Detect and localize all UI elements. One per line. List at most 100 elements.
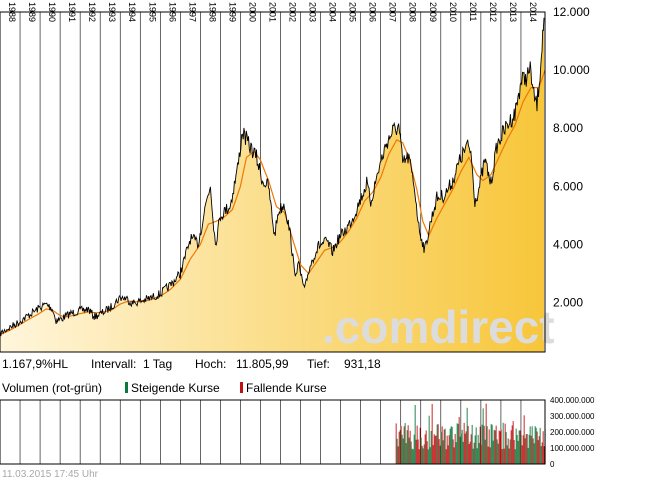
volume-bar (445, 449, 447, 464)
volume-bar (502, 422, 504, 464)
low-value: 931,18 (344, 357, 381, 371)
volume-bar (411, 448, 413, 464)
volume-bar (521, 445, 523, 464)
volume-y-tick-label: 0 (550, 460, 555, 468)
volume-bars (395, 403, 546, 464)
volume-bar (426, 441, 428, 464)
x-tick-label: 1997 (187, 2, 197, 22)
volume-bar (466, 407, 468, 464)
x-tick-label: 1996 (167, 2, 177, 22)
volume-bar (476, 448, 478, 464)
volume-bar (451, 426, 453, 464)
volume-y-tick-label: 300.000.000 (550, 412, 595, 421)
volume-bar (494, 430, 496, 464)
volume-bar (541, 442, 543, 464)
volume-bar (396, 438, 398, 464)
volume-bar (425, 430, 427, 464)
volume-bar (452, 439, 454, 464)
volume-bar (403, 426, 405, 464)
x-tick-label: 1992 (87, 2, 97, 22)
x-tick-label: 1988 (7, 2, 17, 22)
legend-rising-label: Steigende Kurse (131, 381, 220, 395)
volume-bar (437, 424, 439, 464)
volume-bar (542, 431, 544, 464)
volume-bar (420, 437, 422, 464)
volume-bar (536, 431, 538, 464)
volume-bar (543, 446, 545, 464)
volume-bar (506, 445, 508, 464)
volume-bar (431, 404, 433, 464)
interval-value: 1 Tag (143, 357, 173, 371)
volume-bar (518, 430, 520, 464)
volume-bar (469, 441, 471, 464)
volume-bar (409, 430, 411, 464)
high-value: 11.805,99 (236, 357, 289, 371)
volume-bar (520, 435, 522, 464)
volume-bar (443, 429, 445, 464)
volume-bar (539, 427, 541, 464)
low-label: Tief: (307, 357, 330, 371)
volume-bar (495, 425, 497, 464)
volume-bar (525, 434, 527, 464)
x-tick-label: 2006 (368, 2, 378, 22)
x-tick-label: 1994 (127, 2, 137, 22)
x-tick-label: 2003 (308, 2, 318, 22)
volume-bar (487, 446, 489, 464)
volume-bar (405, 443, 407, 464)
y-axis-ticks: 2.000 4.000 6.000 8.000 10.000 12.000 (553, 5, 590, 310)
volume-bar (503, 448, 505, 464)
volume-bar (477, 434, 479, 464)
x-tick-label: 2004 (328, 2, 338, 22)
volume-bar (429, 447, 431, 464)
legend-falling: Fallende Kurse (240, 379, 327, 397)
y-tick-label: 2.000 (553, 296, 583, 310)
volume-bar (446, 435, 448, 464)
volume-bar (534, 426, 536, 464)
volume-bar (479, 426, 481, 464)
volume-bar (450, 426, 452, 464)
x-tick-label: 2011 (468, 2, 478, 21)
volume-axis-ticks: 0 100.000.000 200.000.000 300.000.000 400.00… (550, 396, 595, 468)
volume-bar (467, 425, 469, 464)
volume-bar (492, 440, 494, 464)
volume-bar (413, 434, 415, 464)
volume-bar (490, 424, 492, 464)
volume-bar (530, 435, 532, 464)
volume-bar (516, 435, 518, 464)
volume-bar (428, 415, 430, 464)
y-tick-label: 6.000 (553, 179, 583, 193)
volume-bar (401, 434, 403, 464)
volume-bar (480, 444, 482, 464)
legend-falling-label: Fallende Kurse (246, 381, 327, 395)
legend-rising: Steigende Kurse (125, 379, 220, 397)
volume-bar (455, 442, 457, 464)
x-tick-label: 1998 (207, 2, 217, 22)
volume-bar (427, 449, 429, 464)
x-tick-label: 2002 (288, 2, 298, 22)
volume-legend: Volumen (rot-grün) Steigende Kurse Falle… (0, 379, 645, 397)
volume-bar (402, 438, 404, 464)
x-axis-ticks: 1988 1989 1990 1991 1992 1993 1994 1995 1996 1997… (7, 2, 538, 22)
plot-frame (0, 11, 546, 353)
y-tick-label: 12.000 (553, 5, 590, 19)
volume-bar (485, 403, 487, 464)
volume-bar (484, 439, 486, 464)
x-tick-label: 2014 (528, 2, 538, 22)
volume-bar (410, 441, 412, 464)
volume-bar (470, 434, 472, 464)
volume-bar (501, 449, 503, 464)
volume-bar (499, 431, 501, 464)
volume-bar (399, 430, 401, 464)
volume-bar (435, 435, 437, 464)
volume-bar (464, 433, 466, 464)
volume-bar (430, 431, 432, 464)
volume-bar (439, 445, 441, 464)
volume-bar (463, 422, 465, 464)
volume-bar (540, 446, 542, 464)
volume-bar (498, 430, 500, 464)
volume-bar (475, 427, 477, 464)
x-tick-label: 1989 (27, 2, 37, 22)
volume-bar (504, 423, 506, 464)
interval-label: Intervall: (91, 357, 137, 371)
